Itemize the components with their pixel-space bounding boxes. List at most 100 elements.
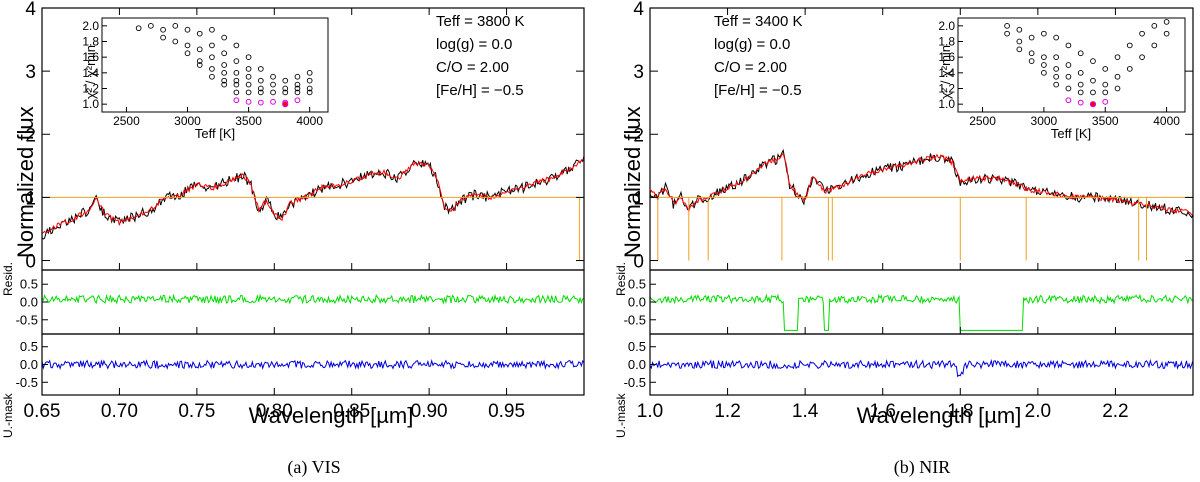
nir-ytick-label: 0	[633, 252, 644, 273]
nir-inset-ytick-label: 1.4	[938, 66, 955, 80]
vis-inset-point	[233, 89, 240, 96]
vis-inset-xlabel: Teff [K]	[195, 126, 235, 141]
vis-inset-point	[221, 62, 228, 68]
nir-param-co: C/O = 2.00	[714, 59, 787, 76]
vis-inset-point	[282, 89, 289, 96]
vis-inset-point	[233, 58, 240, 64]
vis-xlabel: Wavelength [µm]	[249, 403, 414, 428]
vis-inset-point	[221, 34, 228, 41]
vis-inset-point	[245, 73, 252, 80]
nir-ytick-label: 4	[633, 0, 644, 20]
vis-res-ytick-label: 0.0	[20, 295, 38, 310]
nir-res-ytick-label: -0.5	[624, 312, 646, 327]
vis-inset-best-point	[282, 101, 289, 108]
nir-inset-point	[1126, 42, 1133, 49]
nir-inset: χ² / χ²min Teff [K] 2500 3000 3500 40001.01…	[938, 17, 1186, 141]
vis-inset-ytick-label: 1.8	[82, 35, 99, 49]
vis-inset-xtick-label: 4000	[296, 114, 323, 128]
vis-caption: (a) VIS	[287, 457, 340, 478]
vis-inset-point	[233, 81, 240, 88]
nir-inset-point	[1114, 54, 1121, 61]
nir-panel: Normalized flux Resid. U.-mask 0 1 2 3 4 0.5 0…	[614, 0, 1194, 478]
nir-inset-point	[1077, 69, 1084, 76]
nir-umask-label: U.-mask	[614, 392, 628, 438]
vis-ylabel: Normalized flux	[13, 106, 38, 258]
nir-inset-point	[1016, 46, 1023, 53]
vis-ytick-label: 0	[25, 252, 36, 273]
nir-residual-line	[649, 293, 1194, 331]
nir-param-logg: log(g) = 0.0	[714, 36, 790, 53]
vis-inset-marks: 2500 3000 3500 4000 1.01.2 1.4 1.61.8 2.0	[82, 17, 329, 128]
nir-inset-point	[1090, 58, 1096, 64]
vis-residual-line	[41, 293, 585, 305]
nir-inset-point	[1139, 54, 1145, 61]
vis-inset-point	[209, 66, 215, 72]
nir-ylabel: Normalized flux	[620, 106, 645, 258]
vis-inset-point	[184, 42, 191, 49]
nir-inset-point	[1163, 19, 1170, 25]
nir-ytick-label: 1	[633, 188, 644, 209]
vis-inset-point	[257, 77, 264, 84]
vis-inset-point	[160, 26, 166, 33]
nir-xtick-label: 2.2	[1102, 401, 1128, 422]
nir-inset-point	[1041, 54, 1047, 61]
vis-inset-ytick-label: 2.0	[82, 19, 99, 33]
nir-inset-ylabel: χ² / χ²min	[938, 45, 953, 99]
nir-res-ytick-label: -0.5	[624, 375, 646, 390]
nir-inset-point	[1004, 22, 1010, 29]
nir-ytick-label: 3	[633, 62, 644, 83]
nir-xtick-label: 2.0	[1025, 401, 1051, 422]
vis-ytick-label: 3	[25, 62, 36, 83]
vis-xtick-label: 0.80	[256, 401, 293, 422]
nir-xtick-label: 1.6	[870, 401, 896, 422]
nir-inset-point	[1041, 62, 1047, 68]
vis-inset-point	[245, 81, 252, 88]
vis-xtick-label: 0.95	[488, 401, 525, 422]
vis-inset-point	[257, 85, 264, 92]
nir-inset-point	[1090, 77, 1096, 84]
vis-inset-point	[294, 81, 301, 88]
vis-inset-point	[184, 50, 191, 57]
vis-inset-point	[245, 89, 252, 96]
vis-umask-frame	[41, 333, 585, 396]
nir-umask-residual-line	[649, 358, 1194, 378]
nir-inset-point	[1065, 73, 1072, 80]
nir-inset-point	[1028, 50, 1035, 57]
nir-param-teff: Teff = 3400 K	[714, 13, 803, 30]
nir-xlabel: Wavelength [µm]	[857, 403, 1022, 428]
vis-inset-point	[184, 26, 191, 33]
nir-inset-point	[1053, 73, 1060, 80]
vis-inset-point	[221, 50, 228, 57]
vis-inset-ytick-label: 1.4	[82, 66, 99, 80]
nir-inset-point	[1151, 42, 1158, 49]
vis-inset-point	[270, 81, 276, 88]
vis-panel: Normalized flux Resid. U.-mask 012340.50…	[1, 0, 585, 478]
nir-inset-point	[1053, 54, 1060, 61]
nir-model-line	[649, 153, 1194, 216]
vis-inset-point-magenta	[245, 98, 252, 105]
nir-inset-point	[1077, 89, 1084, 96]
vis-param-feh: [Fe/H] = −0.5	[436, 82, 524, 99]
vis-res-ytick-label: 0.0	[20, 357, 38, 372]
nir-inset-xtick-label: 3000	[1031, 114, 1058, 128]
vis-inset-point	[221, 69, 228, 76]
vis-inset-point	[294, 85, 301, 92]
vis-inset-point	[306, 85, 313, 92]
nir-inset-point	[1028, 58, 1035, 64]
vis-spectrum-lines	[41, 155, 585, 261]
nir-inset-marks: 2500 3000 3500 4000 1.01.2 1.4 1.61.8 2.0	[938, 17, 1186, 128]
nir-inset-point	[1114, 85, 1121, 92]
vis-inset-ytick-label: 1.6	[82, 50, 99, 64]
nir-xtick-label: 1.2	[714, 401, 740, 422]
vis-umask-label: U.-mask	[1, 392, 15, 438]
vis-inset-ytick-label: 1.2	[82, 82, 99, 96]
vis-inset-point	[294, 89, 301, 96]
nir-inset-point-magenta	[1065, 97, 1072, 104]
vis-inset-point	[257, 89, 264, 96]
nir-inset-point	[1126, 66, 1133, 72]
vis-inset-point	[282, 85, 289, 92]
vis-param-teff: Teff = 3800 K	[436, 13, 525, 30]
nir-inset-ytick-label: 1.8	[938, 35, 955, 49]
nir-inset-best-point	[1089, 101, 1097, 108]
